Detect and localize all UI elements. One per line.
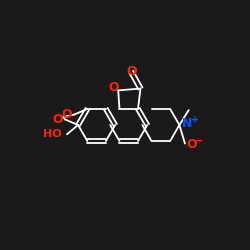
- Text: O: O: [52, 113, 62, 126]
- Text: O: O: [108, 82, 118, 94]
- Text: O: O: [186, 138, 197, 151]
- Text: −: −: [195, 136, 203, 146]
- Text: O: O: [126, 65, 136, 78]
- Text: N: N: [182, 117, 192, 130]
- Text: +: +: [190, 114, 199, 124]
- Text: O: O: [61, 108, 72, 121]
- Text: HO: HO: [44, 129, 62, 139]
